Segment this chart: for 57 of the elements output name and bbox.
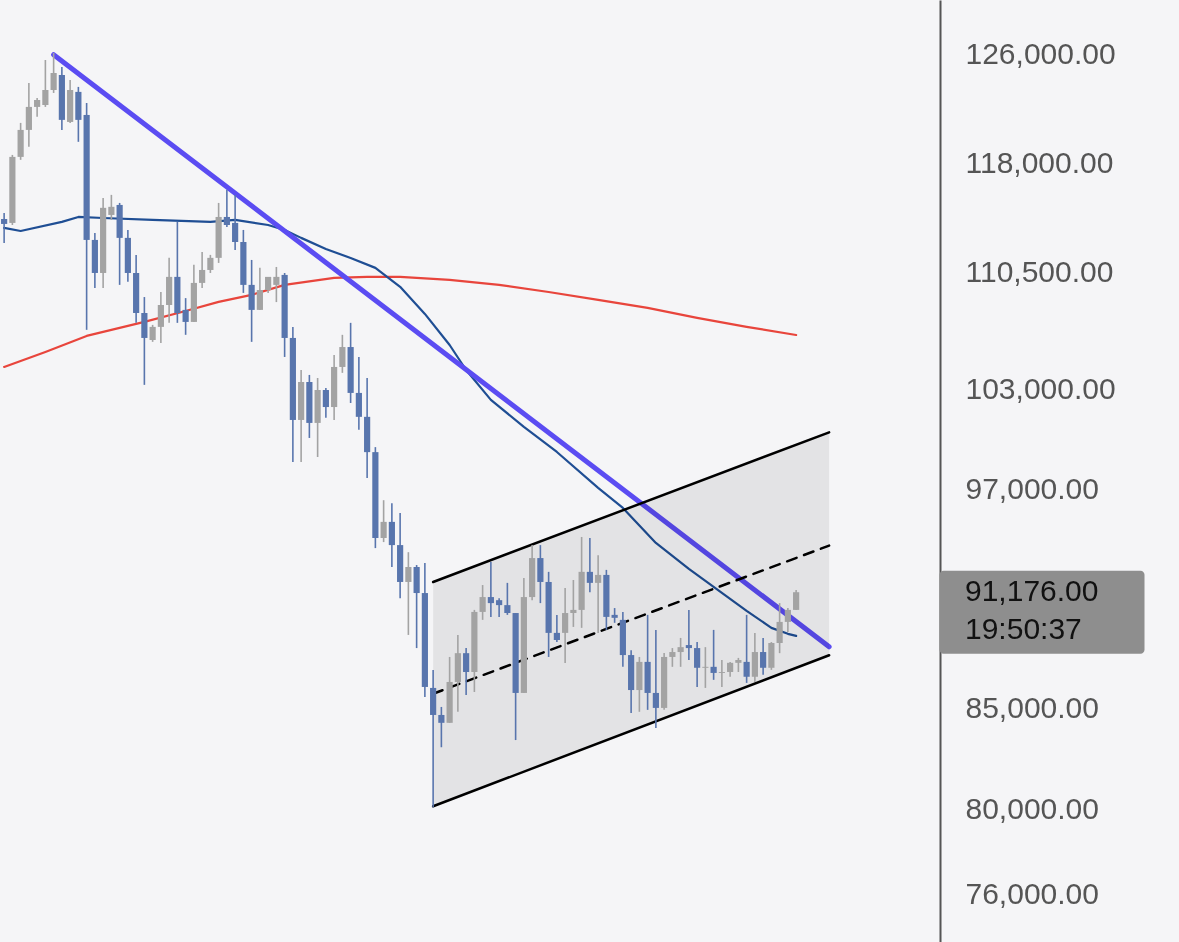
candlestick xyxy=(677,637,684,668)
y-tick-label: 118,000.00 xyxy=(965,146,1114,180)
y-tick-label: 85,000.00 xyxy=(965,691,1099,725)
candlestick xyxy=(776,602,783,654)
candlestick xyxy=(652,629,659,729)
candlestick xyxy=(504,582,511,616)
candlestick xyxy=(34,97,41,118)
candlestick xyxy=(339,334,346,374)
candlestick xyxy=(718,659,725,688)
candlestick xyxy=(784,607,791,633)
candlestick xyxy=(207,254,214,274)
candlestick xyxy=(438,706,445,749)
y-tick-label: 76,000.00 xyxy=(965,877,1099,911)
text: 19:50:37 xyxy=(965,612,1082,646)
y-tick-label: 126,000.00 xyxy=(965,37,1116,71)
candlestick xyxy=(710,629,717,681)
candlestick xyxy=(496,597,503,618)
candlestick xyxy=(380,499,387,543)
candlestick xyxy=(199,251,206,289)
candlestick xyxy=(694,641,701,688)
candlestick xyxy=(669,647,676,668)
candlestick xyxy=(223,189,230,228)
candlestick xyxy=(108,194,115,221)
candlestick xyxy=(479,584,486,621)
candlestick xyxy=(562,587,569,664)
candlestick xyxy=(405,551,412,636)
candlestick xyxy=(487,561,494,618)
line-series xyxy=(3,275,798,369)
candlestick xyxy=(232,194,239,251)
y-tick-label: 80,000.00 xyxy=(965,791,1099,825)
candlestick xyxy=(685,609,692,661)
candlestick xyxy=(256,267,263,311)
candlestick xyxy=(743,614,750,684)
candlestick xyxy=(793,589,800,611)
candlestick xyxy=(586,537,593,593)
candlestick xyxy=(25,82,32,148)
candlestick xyxy=(322,387,329,419)
candlestick xyxy=(570,579,577,628)
y-tick-label: 97,000.00 xyxy=(965,471,1099,505)
candlestick xyxy=(760,637,767,676)
candlestick xyxy=(182,297,189,336)
y-tick-label: 103,000.00 xyxy=(965,372,1116,406)
y-tick-label: 110,500.00 xyxy=(965,255,1114,289)
candlestick xyxy=(553,614,560,643)
candlestick xyxy=(388,502,395,568)
candlestick xyxy=(157,291,164,344)
text: 91,176.00 xyxy=(965,574,1099,608)
candlestick xyxy=(702,646,709,689)
candlestick xyxy=(50,52,57,94)
candlestick xyxy=(537,544,544,604)
candlestick xyxy=(463,647,470,696)
candlestick xyxy=(355,356,362,431)
line-series xyxy=(3,215,798,637)
candlestick xyxy=(273,266,280,303)
candlestick xyxy=(595,554,602,634)
candlestick xyxy=(1,212,8,244)
candlestick xyxy=(42,59,49,108)
